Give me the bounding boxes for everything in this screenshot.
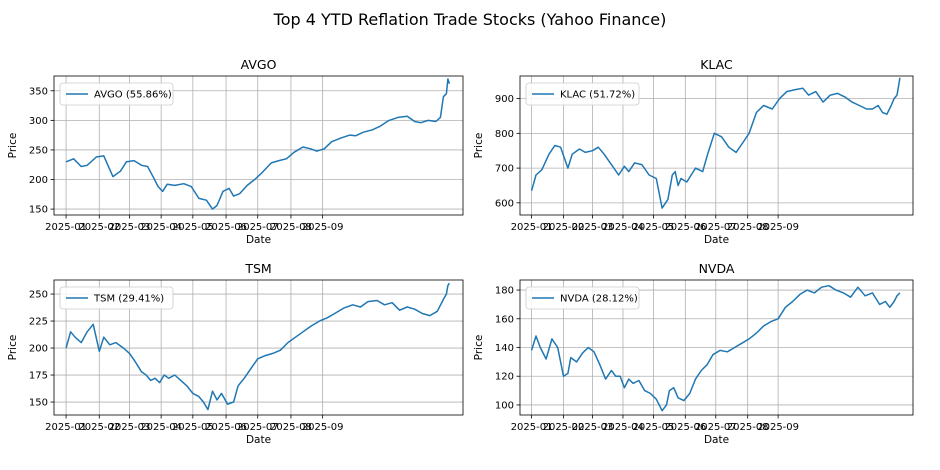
x-tick-label: 2025-08 bbox=[727, 222, 769, 233]
y-axis-label: Price bbox=[473, 133, 485, 159]
x-tick-label: 2025-01 bbox=[45, 222, 87, 233]
panel-klac: 2025-012025-022025-032025-042025-052025-… bbox=[473, 57, 914, 246]
x-tick-label: 2025-02 bbox=[78, 422, 120, 433]
x-tick-label: 2025-06 bbox=[205, 222, 247, 233]
series-line-klac bbox=[530, 77, 901, 209]
x-tick-label: 2025-03 bbox=[572, 222, 614, 233]
x-tick-label: 2025-09 bbox=[757, 222, 799, 233]
axes-frame-klac bbox=[519, 75, 914, 216]
y-tick-label: 250 bbox=[29, 290, 48, 301]
axes-frame-tsm bbox=[53, 279, 464, 416]
x-tick-label: 2025-08 bbox=[727, 422, 769, 433]
y-tick-label: 200 bbox=[29, 344, 48, 355]
x-tick-label: 2025-05 bbox=[633, 422, 675, 433]
grid-nvda bbox=[520, 280, 913, 415]
y-tick-label: 120 bbox=[495, 372, 514, 383]
legend-box bbox=[525, 286, 640, 310]
x-axis-label: Date bbox=[246, 434, 271, 446]
y-tick-label: 140 bbox=[495, 343, 514, 354]
x-tick-label: 2025-06 bbox=[664, 222, 706, 233]
y-tick-label: 800 bbox=[495, 129, 514, 140]
x-tick-label: 2025-05 bbox=[633, 222, 675, 233]
y-tick-label: 100 bbox=[495, 400, 514, 411]
x-tick-label: 2025-02 bbox=[543, 222, 585, 233]
legend-label: NVDA (28.12%) bbox=[560, 294, 638, 305]
legend-avgo: AVGO (55.86%) bbox=[59, 82, 174, 106]
y-tick-label: 175 bbox=[29, 371, 48, 382]
x-tick-label: 2025-08 bbox=[270, 222, 312, 233]
x-tick-label: 2025-07 bbox=[695, 222, 737, 233]
y-axis-label: Price bbox=[473, 335, 485, 361]
x-tick-label: 2025-04 bbox=[602, 222, 644, 233]
y-tick-label: 200 bbox=[29, 175, 48, 186]
y-axis-label: Price bbox=[7, 133, 19, 159]
x-tick-label: 2025-08 bbox=[270, 422, 312, 433]
x-axis-label: Date bbox=[246, 234, 271, 246]
x-tick-label: 2025-09 bbox=[302, 422, 344, 433]
x-tick-label: 2025-06 bbox=[664, 422, 706, 433]
y-tick-label: 225 bbox=[29, 317, 48, 328]
legend-label: KLAC (51.72%) bbox=[560, 90, 635, 101]
panel-tsm: 2025-012025-022025-032025-042025-052025-… bbox=[7, 261, 464, 446]
x-tick-label: 2025-05 bbox=[172, 422, 214, 433]
panel-title-avgo: AVGO bbox=[241, 57, 277, 72]
x-tick-label: 2025-09 bbox=[757, 422, 799, 433]
x-tick-label: 2025-05 bbox=[172, 222, 214, 233]
x-tick-label: 2025-04 bbox=[602, 422, 644, 433]
x-tick-label: 2025-07 bbox=[695, 422, 737, 433]
y-axis-label: Price bbox=[7, 335, 19, 361]
panel-title-nvda: NVDA bbox=[699, 261, 735, 276]
x-tick-label: 2025-03 bbox=[572, 422, 614, 433]
x-axis-label: Date bbox=[704, 234, 729, 246]
legend-box bbox=[59, 286, 174, 310]
legend-nvda: NVDA (28.12%) bbox=[525, 286, 640, 310]
y-tick-label: 150 bbox=[29, 398, 48, 409]
x-tick-label: 2025-02 bbox=[543, 422, 585, 433]
x-tick-label: 2025-03 bbox=[109, 222, 151, 233]
y-tick-label: 180 bbox=[495, 286, 514, 297]
y-tick-label: 700 bbox=[495, 164, 514, 175]
legend-label: TSM (29.41%) bbox=[93, 294, 164, 305]
panel-nvda: 2025-012025-022025-032025-042025-052025-… bbox=[473, 261, 914, 446]
panel-title-tsm: TSM bbox=[244, 261, 271, 276]
x-tick-label: 2025-01 bbox=[45, 422, 87, 433]
figure-title: Top 4 YTD Reflation Trade Stocks (Yahoo … bbox=[273, 10, 667, 29]
axes-frame-avgo bbox=[53, 75, 464, 216]
series-line-tsm bbox=[65, 282, 451, 411]
x-tick-label: 2025-09 bbox=[302, 222, 344, 233]
y-tick-label: 150 bbox=[29, 205, 48, 216]
legend-label: AVGO (55.86%) bbox=[94, 90, 172, 101]
y-tick-label: 250 bbox=[29, 145, 48, 156]
legend-klac: KLAC (51.72%) bbox=[525, 82, 640, 106]
panel-avgo: 2025-012025-022025-032025-042025-052025-… bbox=[7, 57, 464, 246]
y-tick-label: 160 bbox=[495, 314, 514, 325]
y-tick-label: 600 bbox=[495, 198, 514, 209]
x-tick-label: 2025-01 bbox=[511, 422, 553, 433]
grid-klac bbox=[520, 76, 913, 215]
x-tick-label: 2025-03 bbox=[109, 422, 151, 433]
x-tick-label: 2025-07 bbox=[237, 222, 279, 233]
x-tick-label: 2025-04 bbox=[140, 222, 182, 233]
legend-box bbox=[59, 82, 174, 106]
y-tick-label: 900 bbox=[495, 94, 514, 105]
series-line-nvda bbox=[530, 284, 901, 412]
legend-box bbox=[525, 82, 640, 106]
series-line-avgo bbox=[65, 78, 451, 210]
x-tick-label: 2025-04 bbox=[140, 422, 182, 433]
y-tick-label: 350 bbox=[29, 86, 48, 97]
x-axis-label: Date bbox=[704, 434, 729, 446]
y-tick-label: 300 bbox=[29, 116, 48, 127]
legend-tsm: TSM (29.41%) bbox=[59, 286, 174, 310]
panel-title-klac: KLAC bbox=[700, 57, 733, 72]
x-tick-label: 2025-02 bbox=[78, 222, 120, 233]
x-tick-label: 2025-06 bbox=[205, 422, 247, 433]
x-tick-label: 2025-07 bbox=[237, 422, 279, 433]
x-tick-label: 2025-01 bbox=[511, 222, 553, 233]
